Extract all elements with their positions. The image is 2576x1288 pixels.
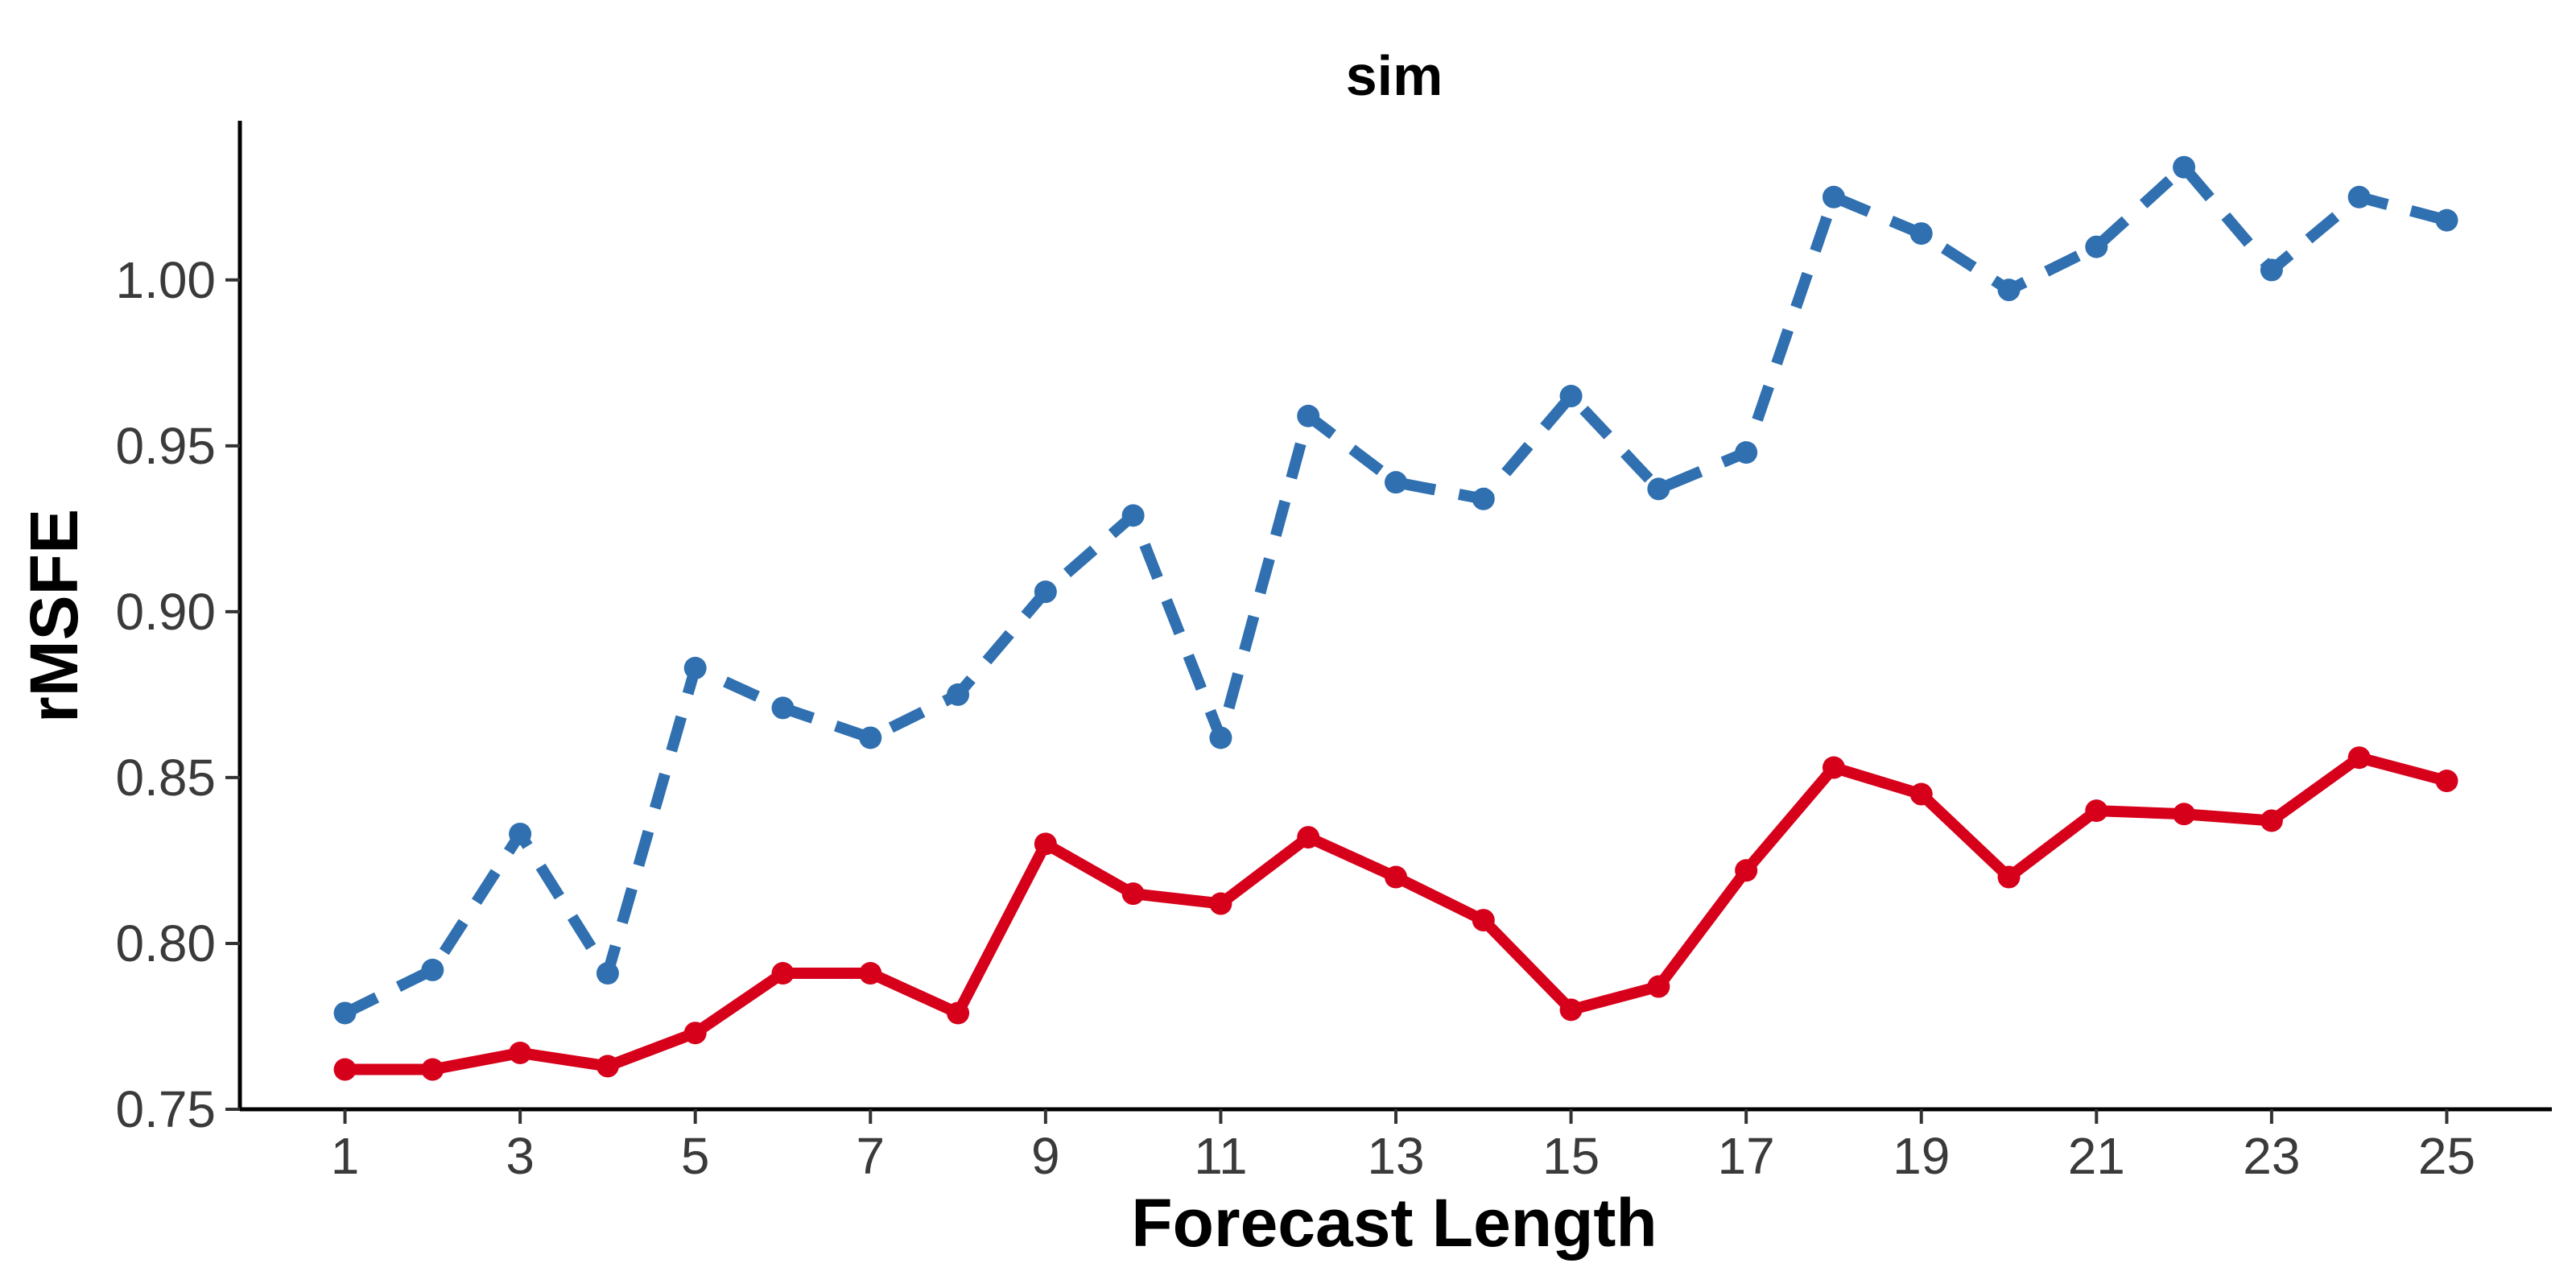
y-tick-label: 0.75 <box>115 1080 216 1138</box>
x-tick-label: 19 <box>1893 1127 1950 1185</box>
x-tick-label: 23 <box>2243 1127 2300 1185</box>
series-1-point <box>1647 477 1670 501</box>
series-1-point <box>1034 580 1057 604</box>
series-1-point <box>683 656 707 679</box>
series-1-point <box>1735 441 1758 464</box>
series-2-point <box>859 962 882 985</box>
series-2-point <box>596 1055 619 1078</box>
y-tick-label: 0.80 <box>115 914 216 972</box>
series-2-point <box>1472 909 1495 932</box>
series-2-point <box>947 1001 970 1025</box>
x-tick-label: 13 <box>1367 1127 1424 1185</box>
series-2-point <box>1647 975 1670 998</box>
series-2-point <box>1822 756 1845 779</box>
series-1-point <box>1385 471 1407 494</box>
chart-title: sim <box>1346 44 1443 107</box>
y-tick-label: 0.85 <box>115 749 216 807</box>
x-tick-label: 5 <box>681 1127 710 1185</box>
series-1-point <box>1209 726 1232 749</box>
x-tick-label: 9 <box>1031 1127 1060 1185</box>
series-1-point <box>333 1001 357 1025</box>
series-2-point <box>2347 746 2371 770</box>
series-2-point <box>2260 809 2283 832</box>
series-2 <box>333 746 2458 1081</box>
x-tick-label: 21 <box>2068 1127 2125 1185</box>
series-1-point <box>859 726 882 749</box>
series-1-point <box>2435 208 2458 232</box>
series-2-point <box>1385 865 1407 889</box>
y-axis-title: rMSFE <box>16 509 92 723</box>
x-tick-label: 11 <box>1194 1127 1247 1185</box>
series-2-point <box>1909 782 1933 806</box>
series-1-point <box>2085 235 2108 258</box>
y-tick-label: 0.90 <box>115 583 216 641</box>
series-1-point <box>2260 258 2283 282</box>
series-1-point <box>1121 504 1145 527</box>
series-2-point <box>421 1058 444 1081</box>
series-1-point <box>2347 185 2371 208</box>
series-1-point <box>2173 155 2196 179</box>
series-2-point <box>2173 803 2196 826</box>
x-tick-label: 1 <box>331 1127 360 1185</box>
series-2-point <box>1997 865 2021 889</box>
series-2-point <box>771 962 795 985</box>
series-2-point <box>2435 770 2458 793</box>
series-2-point <box>1121 882 1145 906</box>
series-1-point <box>1997 279 2021 302</box>
series-1-point <box>596 962 619 985</box>
series-1-point <box>1472 487 1495 510</box>
series-1 <box>333 155 2458 1025</box>
series-1-point <box>947 683 970 706</box>
x-tick-label: 25 <box>2418 1127 2475 1185</box>
series-2-point <box>1209 892 1232 915</box>
series-1-point <box>771 696 795 720</box>
axes: 0.750.800.850.900.951.001 3 5 7 9 11 13 15 17 19 2… <box>115 121 2552 1185</box>
series-2-point <box>683 1022 707 1045</box>
x-axis-title: Forecast Length <box>1131 1185 1657 1261</box>
series-1-point <box>509 822 532 845</box>
series-layer <box>333 155 2458 1081</box>
x-tick-label: 7 <box>856 1127 885 1185</box>
series-1-point <box>1909 222 1933 246</box>
x-tick-label: 17 <box>1718 1127 1775 1185</box>
series-1-point <box>1297 404 1320 427</box>
series-1-point <box>1559 385 1583 408</box>
x-tick-label: 15 <box>1542 1127 1600 1185</box>
series-1-point <box>421 958 444 981</box>
series-1-point <box>1822 185 1845 208</box>
y-tick-label: 0.95 <box>115 417 216 475</box>
series-2-point <box>1034 832 1057 856</box>
series-2-point <box>509 1041 532 1064</box>
series-2-point <box>2085 799 2108 823</box>
x-tick-label: 3 <box>506 1127 535 1185</box>
series-2-point <box>1297 826 1320 849</box>
y-tick-label: 1.00 <box>115 251 216 309</box>
series-2-point <box>333 1058 357 1081</box>
series-2-point <box>1735 859 1758 882</box>
series-2-point <box>1559 998 1583 1022</box>
